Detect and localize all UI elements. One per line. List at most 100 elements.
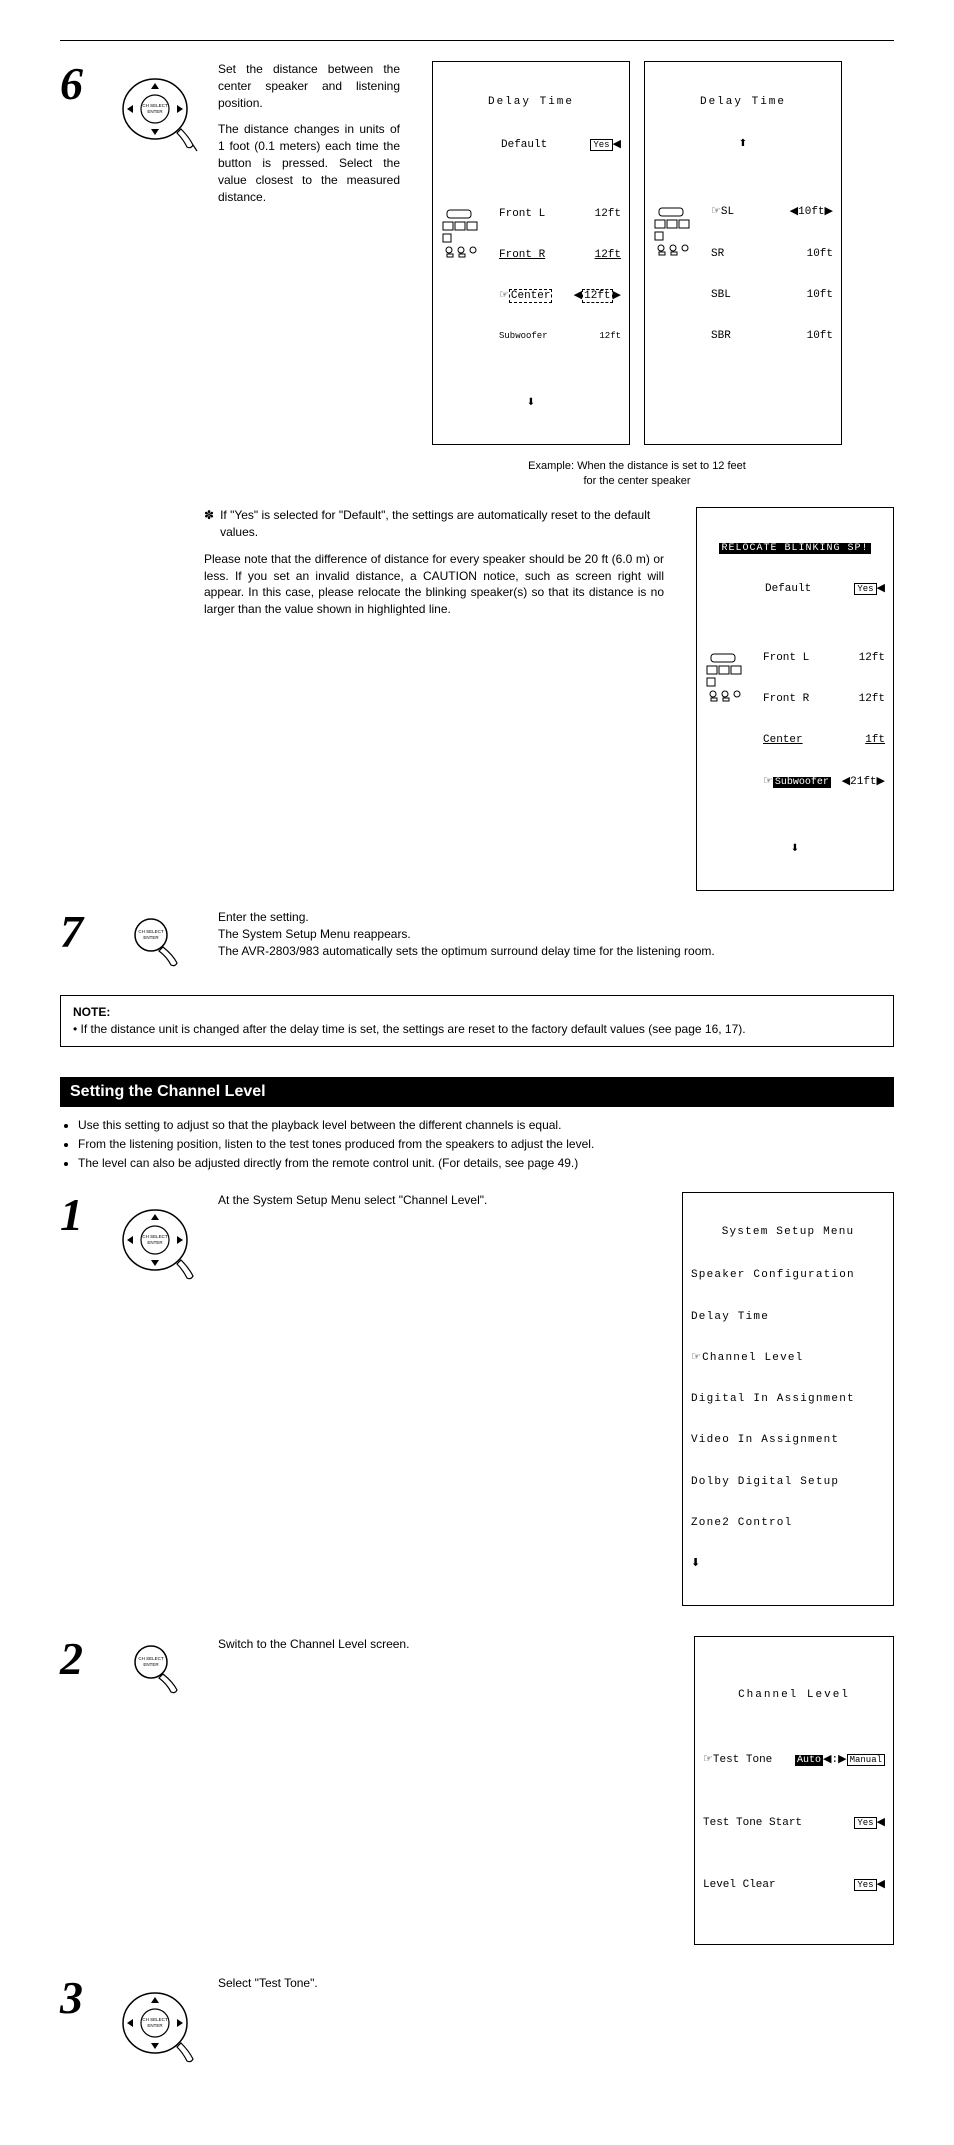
lcdB-r2-l: SBL bbox=[711, 289, 731, 303]
enter-icon-col-2: CH SELECT ENTER bbox=[114, 1636, 204, 1698]
chlvl-sep: : bbox=[832, 1754, 839, 1766]
lcdC-r2-l: Center bbox=[763, 734, 803, 748]
lcdC-def-val: Yes bbox=[854, 583, 876, 595]
dpad-full-icon: CH SELECT ENTER bbox=[115, 1196, 203, 1292]
svg-text:CH SELECT: CH SELECT bbox=[138, 929, 164, 934]
section-heading-channel-level: Setting the Channel Level bbox=[60, 1077, 894, 1107]
up-arrow-icon: ⬆ bbox=[653, 139, 833, 152]
lcdA-r2-l: Center bbox=[511, 290, 551, 302]
lcdA-r0-l: Front L bbox=[499, 208, 545, 222]
room-icons-c bbox=[705, 624, 763, 817]
menu-item-3: Digital In Assignment bbox=[691, 1393, 885, 1407]
chlvl-r1-lbl: Test Tone bbox=[713, 1754, 772, 1766]
step-3-text: Select "Test Tone". bbox=[218, 1975, 638, 2002]
step-6-text: Set the distance between the center spea… bbox=[218, 61, 418, 215]
step-number-7: 7 bbox=[60, 909, 100, 955]
chlvl-r2-lbl: Test Tone Start bbox=[703, 1813, 802, 1834]
chlvl-r1-vals: Auto◀:▶Manual bbox=[795, 1750, 885, 1771]
step6-para2: The distance changes in units of 1 foot … bbox=[218, 121, 400, 205]
bullet-2: From the listening position, listen to t… bbox=[78, 1136, 894, 1153]
down-arrow-icon: ⬇ bbox=[441, 398, 621, 411]
step-7-row: 7 CH SELECT ENTER Enter the setting. The… bbox=[60, 909, 894, 971]
dpad-full-icon: CH SELECT ENTER bbox=[115, 65, 203, 161]
step7-p3: The AVR-2803/983 automatically sets the … bbox=[218, 943, 876, 960]
step-2-row: 2 CH SELECT ENTER Switch to the Channel … bbox=[60, 1636, 894, 1944]
menu-item-5: Dolby Digital Setup bbox=[691, 1476, 885, 1490]
svg-text:CH SELECT: CH SELECT bbox=[142, 103, 168, 108]
menu-item-6: Zone2 Control bbox=[691, 1517, 885, 1531]
note-box: NOTE: • If the distance unit is changed … bbox=[60, 995, 894, 1047]
lcdB-r0-v: 10ft bbox=[798, 206, 824, 218]
lcdA-r1-l: Front R bbox=[499, 249, 545, 263]
step-number-2: 2 bbox=[60, 1636, 100, 1682]
dpad-icon-col-3: CH SELECT ENTER bbox=[114, 1975, 204, 2075]
chlvl-r3-lbl: Level Clear bbox=[703, 1875, 776, 1896]
lcd-delay-time-surround: Delay Time ⬆ bbox=[644, 61, 842, 445]
enter-icon-col: CH SELECT ENTER bbox=[114, 909, 204, 971]
lcdC-r3-l: Subwoofer bbox=[773, 777, 831, 788]
step-2-text: Switch to the Channel Level screen. bbox=[218, 1636, 638, 1663]
chlvl-r3-val: Yes bbox=[854, 1879, 876, 1891]
lcdA-r3-l: Subwoofer bbox=[499, 331, 548, 342]
chlvl-r1: ☞Test Tone bbox=[703, 1750, 772, 1771]
room-icons-b bbox=[653, 179, 711, 372]
lcdB-title: Delay Time bbox=[653, 96, 833, 110]
dpad-icon-col: CH SELECT ENTER bbox=[114, 61, 204, 161]
section-bullets: Use this setting to adjust so that the p… bbox=[78, 1117, 894, 1171]
step-3-row: 3 CH SELECT ENTER Select "Test Tone". bbox=[60, 1975, 894, 2075]
asterisk-note: ✽ If "Yes" is selected for "Default", th… bbox=[204, 507, 664, 541]
step3-text: Select "Test Tone". bbox=[218, 1975, 620, 1992]
step1-text: At the System Setup Menu select "Channel… bbox=[218, 1192, 620, 1209]
step-7-text: Enter the setting. The System Setup Menu… bbox=[218, 909, 894, 959]
menu-item-2-label: Channel Level bbox=[702, 1352, 803, 1364]
menu-item-1: Delay Time bbox=[691, 1311, 885, 1325]
lcdA-r0-v: 12ft bbox=[595, 208, 621, 222]
svg-text:CH SELECT: CH SELECT bbox=[142, 1234, 168, 1239]
dpad-icon-col-1: CH SELECT ENTER bbox=[114, 1192, 204, 1292]
step-1-row: 1 CH SELECT ENTER At the System Setup Me… bbox=[60, 1192, 894, 1607]
lcdA-r1-v: 12ft bbox=[595, 249, 621, 263]
enter-button-icon: CH SELECT ENTER bbox=[127, 1640, 191, 1698]
lcd-system-setup-menu: System Setup Menu Speaker Configuration … bbox=[682, 1192, 894, 1607]
down-arrow-icon-c: ⬇ bbox=[705, 844, 885, 857]
lcdC-def-lbl: Default bbox=[765, 583, 811, 597]
lcdA-r2-v: 12ft bbox=[582, 289, 612, 303]
step6-para1: Set the distance between the center spea… bbox=[218, 61, 400, 111]
menu-item-0: Speaker Configuration bbox=[691, 1269, 885, 1283]
room-icons bbox=[441, 180, 499, 370]
lcd-caption: Example: When the distance is set to 12 … bbox=[432, 459, 842, 490]
chlvl-manual: Manual bbox=[847, 1754, 885, 1766]
menu-title: System Setup Menu bbox=[691, 1226, 885, 1240]
lcdC-r0-v: 12ft bbox=[859, 652, 885, 666]
caption-line1: Example: When the distance is set to 12 … bbox=[432, 459, 842, 474]
bullet-1: Use this setting to adjust so that the p… bbox=[78, 1117, 894, 1134]
lcdC-title: RELOCATE BLINKING SP! bbox=[719, 543, 870, 554]
lcdB-r0-l: SL bbox=[721, 206, 734, 218]
svg-text:ENTER: ENTER bbox=[143, 1662, 159, 1667]
lcdB-r1-l: SR bbox=[711, 248, 724, 262]
step-number-6: 6 bbox=[60, 61, 100, 107]
menu-item-2: ☞Channel Level bbox=[691, 1352, 885, 1366]
asterisk-symbol: ✽ bbox=[204, 507, 214, 541]
svg-text:CH SELECT: CH SELECT bbox=[138, 1656, 164, 1661]
step6-lcd-group: Delay Time Default Yes◀ bbox=[432, 61, 842, 489]
chlvl-auto: Auto bbox=[795, 1755, 823, 1766]
lcd-delay-time-default: Delay Time Default Yes◀ bbox=[432, 61, 630, 445]
step-number-1: 1 bbox=[60, 1192, 100, 1238]
note-body: • If the distance unit is changed after … bbox=[73, 1021, 881, 1038]
lcdB-r3-l: SBR bbox=[711, 330, 731, 344]
lcdC-r1-l: Front R bbox=[763, 693, 809, 707]
lcdC-r2-v: 1ft bbox=[865, 734, 885, 748]
lcdB-r2-v: 10ft bbox=[807, 289, 833, 303]
step7-p2: The System Setup Menu reappears. bbox=[218, 926, 876, 943]
svg-text:ENTER: ENTER bbox=[147, 2023, 163, 2028]
lcdC-r1-v: 12ft bbox=[859, 693, 885, 707]
svg-text:ENTER: ENTER bbox=[147, 1240, 163, 1245]
lcdA-title: Delay Time bbox=[441, 96, 621, 110]
lcdB-r1-v: 10ft bbox=[807, 248, 833, 262]
step-6-row: 6 CH SELECT ENTER Set the distance betwe… bbox=[60, 61, 894, 489]
chlvl-title: Channel Level bbox=[703, 1685, 885, 1706]
dpad-full-icon: CH SELECT ENTER bbox=[115, 1979, 203, 2075]
step7-p1: Enter the setting. bbox=[218, 909, 876, 926]
lcd-channel-level: Channel Level ☞Test Tone Auto◀:▶Manual T… bbox=[694, 1636, 894, 1944]
